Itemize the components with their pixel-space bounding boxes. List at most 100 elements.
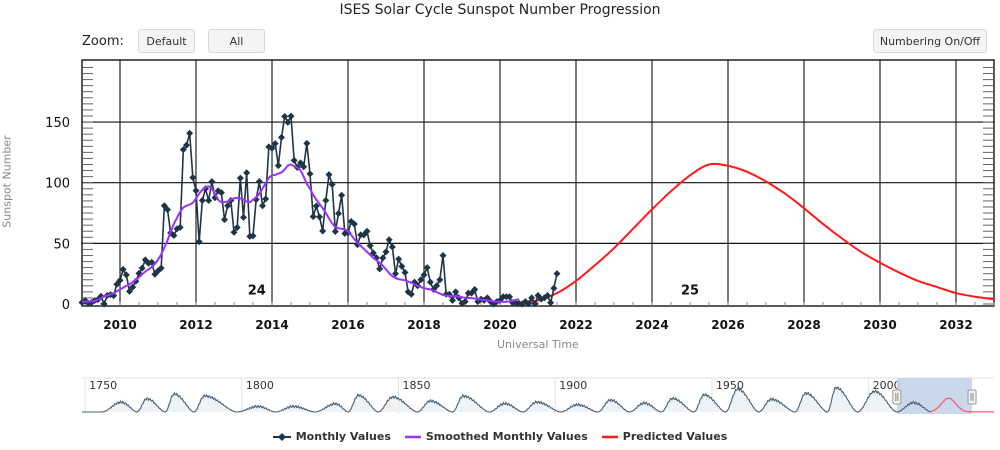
zoom-default-button[interactable]: Default — [138, 29, 195, 53]
monthly-value-point[interactable] — [398, 262, 406, 270]
legend-item-smoothed[interactable]: Smoothed Monthly Values — [404, 430, 588, 443]
monthly-value-point[interactable] — [148, 258, 156, 266]
monthly-value-point[interactable] — [325, 171, 333, 179]
monthly-value-point[interactable] — [274, 162, 282, 170]
monthly-value-point[interactable] — [126, 287, 133, 295]
navigator-right-handle[interactable] — [967, 389, 977, 405]
monthly-value-point[interactable] — [268, 144, 276, 152]
monthly-value-point[interactable] — [170, 231, 178, 239]
monthly-value-point[interactable] — [354, 241, 361, 249]
monthly-value-point[interactable] — [138, 264, 146, 272]
monthly-value-point[interactable] — [322, 196, 330, 204]
monthly-value-point[interactable] — [449, 296, 456, 304]
monthly-value-point[interactable] — [249, 232, 257, 240]
monthly-value-point[interactable] — [544, 292, 551, 300]
monthly-value-point[interactable] — [259, 202, 266, 210]
monthly-value-point[interactable] — [382, 248, 390, 256]
monthly-value-point[interactable] — [423, 264, 431, 272]
monthly-value-point[interactable] — [461, 298, 469, 306]
monthly-value-point[interactable] — [176, 223, 184, 231]
monthly-value-point[interactable] — [119, 265, 127, 273]
monthly-value-point[interactable] — [164, 206, 171, 214]
monthly-value-point[interactable] — [186, 129, 194, 137]
monthly-value-point[interactable] — [369, 249, 377, 257]
monthly-value-point[interactable] — [335, 210, 342, 218]
monthly-value-point[interactable] — [452, 288, 460, 296]
monthly-value-point[interactable] — [439, 251, 447, 259]
monthly-value-point[interactable] — [287, 112, 295, 120]
monthly-value-point[interactable] — [198, 196, 206, 204]
monthly-value-point[interactable] — [221, 216, 228, 224]
navigator-left-handle[interactable] — [892, 389, 902, 405]
monthly-value-point[interactable] — [420, 271, 428, 279]
monthly-value-point[interactable] — [363, 227, 371, 235]
monthly-value-point[interactable] — [195, 238, 203, 246]
monthly-value-point[interactable] — [113, 280, 121, 288]
monthly-value-point[interactable] — [319, 227, 327, 235]
monthly-value-point[interactable] — [531, 300, 539, 308]
monthly-value-point[interactable] — [328, 181, 336, 189]
monthly-value-point[interactable] — [309, 213, 317, 221]
monthly-value-point[interactable] — [366, 242, 374, 250]
monthly-value-point[interactable] — [417, 276, 425, 284]
legend-item-monthly[interactable]: Monthly Values — [272, 430, 391, 443]
numbering-toggle-button[interactable]: Numbering On/Off — [873, 29, 987, 53]
zoom-all-button[interactable]: All — [208, 29, 265, 53]
monthly-value-point[interactable] — [255, 177, 263, 185]
monthly-value-point[interactable] — [506, 293, 513, 301]
monthly-value-point[interactable] — [217, 189, 225, 197]
monthly-value-point[interactable] — [433, 282, 441, 290]
monthly-value-point[interactable] — [407, 290, 415, 298]
monthly-value-point[interactable] — [205, 197, 213, 205]
monthly-value-point[interactable] — [350, 220, 358, 228]
monthly-value-point[interactable] — [192, 187, 200, 195]
monthly-value-point[interactable] — [116, 276, 124, 284]
monthly-value-point[interactable] — [525, 300, 532, 308]
monthly-value-point[interactable] — [236, 174, 244, 182]
monthly-value-point[interactable] — [471, 285, 479, 293]
monthly-value-point[interactable] — [528, 294, 536, 302]
monthly-value-point[interactable] — [550, 284, 558, 292]
monthly-value-point[interactable] — [183, 141, 190, 149]
monthly-value-point[interactable] — [157, 264, 165, 272]
monthly-value-point[interactable] — [306, 170, 314, 178]
monthly-value-point[interactable] — [376, 265, 384, 273]
monthly-value-point[interactable] — [100, 300, 108, 308]
monthly-value-point[interactable] — [129, 283, 137, 291]
monthly-value-point[interactable] — [240, 213, 247, 221]
monthly-value-point[interactable] — [179, 146, 187, 154]
monthly-value-point[interactable] — [553, 270, 561, 278]
monthly-value-point[interactable] — [401, 268, 409, 276]
monthly-value-point[interactable] — [284, 118, 292, 126]
monthly-value-point[interactable] — [290, 156, 298, 164]
main-chart[interactable]: 0 50 100 150 2010 2012 2014 2016 2018 2020 2022 202… — [0, 0, 1000, 370]
monthly-value-point[interactable] — [233, 223, 241, 231]
monthly-value-point[interactable] — [189, 173, 197, 181]
monthly-value-point[interactable] — [300, 163, 308, 171]
monthly-value-point[interactable] — [379, 254, 387, 262]
monthly-value-point[interactable] — [426, 278, 434, 286]
monthly-value-point[interactable] — [208, 178, 216, 186]
monthly-value-point[interactable] — [547, 299, 555, 307]
monthly-value-point[interactable] — [338, 191, 346, 199]
monthly-value-point[interactable] — [385, 236, 393, 244]
monthly-value-point[interactable] — [262, 195, 270, 203]
monthly-value-point[interactable] — [388, 243, 396, 251]
monthly-value-point[interactable] — [281, 112, 289, 120]
monthly-value-point[interactable] — [312, 202, 320, 210]
monthly-value-point[interactable] — [316, 213, 323, 221]
monthly-value-point[interactable] — [392, 270, 399, 278]
monthly-value-point[interactable] — [303, 139, 311, 147]
monthly-value-point[interactable] — [271, 140, 279, 148]
monthly-value-point[interactable] — [230, 228, 238, 236]
monthly-value-point[interactable] — [395, 255, 403, 263]
monthly-value-point[interactable] — [224, 202, 232, 210]
monthly-value-point[interactable] — [331, 227, 339, 235]
legend-item-predicted[interactable]: Predicted Values — [601, 430, 727, 443]
monthly-value-point[interactable] — [160, 202, 168, 210]
monthly-value-point[interactable] — [436, 276, 444, 284]
navigator[interactable]: 1750 1800 1850 1900 1950 2000 — [0, 374, 1000, 424]
monthly-value-point[interactable] — [243, 169, 251, 177]
monthly-value-point[interactable] — [278, 133, 285, 141]
monthly-value-point[interactable] — [122, 271, 130, 279]
